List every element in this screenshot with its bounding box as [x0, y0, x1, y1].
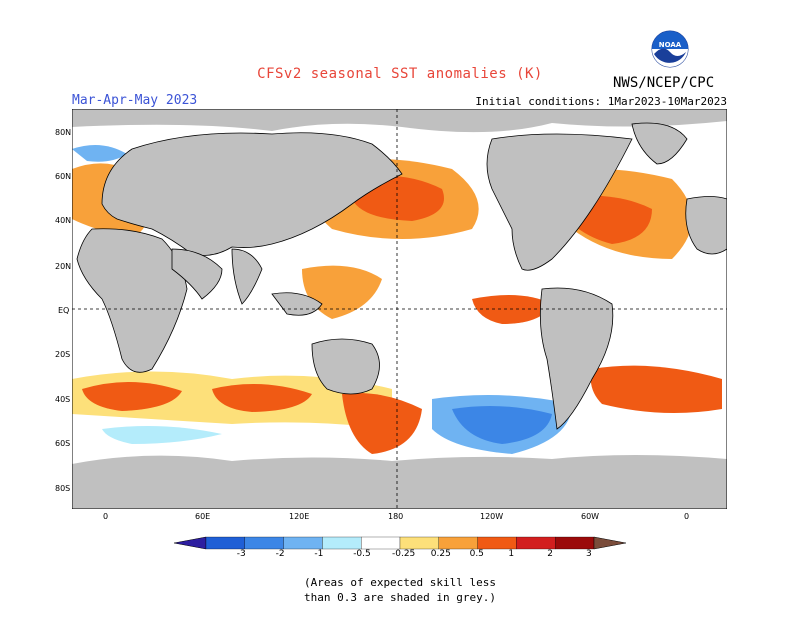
lon-label-120e: 120E [289, 512, 310, 521]
legend-swatch [516, 536, 556, 550]
lat-label-80n: 80N [55, 128, 72, 137]
legend-swatch [283, 536, 323, 550]
legend-tick-label: -0.25 [392, 549, 416, 559]
legend-swatch [438, 536, 478, 550]
season-label: Mar-Apr-May 2023 [72, 93, 198, 108]
legend-arrow-high [593, 536, 626, 550]
lat-label-40n: 40N [55, 216, 72, 225]
legend-swatch [555, 536, 595, 550]
legend-tick-label: -2 [275, 549, 285, 559]
lat-label-eq: EQ [58, 306, 70, 315]
legend-tick-label: 2 [547, 549, 553, 559]
sst-anomaly-map [72, 109, 727, 509]
legend-tick-label: 0.25 [430, 549, 451, 559]
noaa-logo-icon: NOAA [651, 30, 689, 68]
lat-label-60n: 60N [55, 172, 72, 181]
lon-label-120w: 120W [480, 512, 504, 521]
lon-label-0: 0 [103, 512, 109, 521]
lat-label-20n: 20N [55, 262, 72, 271]
legend-swatch [399, 536, 439, 550]
initial-conditions-label: Initial conditions: 1Mar2023-10Mar2023 [475, 95, 727, 108]
lat-label-80s: 80S [55, 484, 71, 493]
logo-text: NOAA [659, 41, 682, 49]
legend-tick-label: -1 [314, 549, 324, 559]
skill-note-line1: (Areas of expected skill less [303, 576, 497, 589]
legend-tick-label: 1 [508, 549, 515, 559]
skill-note-line2: than 0.3 are shaded in grey.) [303, 591, 497, 604]
legend-tick-label: -0.5 [353, 549, 371, 559]
legend-tick-label: 0.5 [469, 549, 484, 559]
legend-tick-label: 3 [586, 549, 592, 559]
legend-swatch [322, 536, 362, 550]
lon-label-60e: 60E [195, 512, 211, 521]
legend-arrow-low [174, 536, 207, 550]
cool-anomaly-regions [72, 145, 572, 454]
lon-label-180: 180 [388, 512, 404, 521]
continents [76, 122, 727, 430]
legend-swatch [205, 536, 245, 550]
color-legend-bar [174, 536, 626, 550]
lon-label-0-east: 0 [684, 512, 690, 521]
map-title: CFSv2 seasonal SST anomalies (K) [257, 66, 543, 82]
lat-label-40s: 40S [55, 395, 71, 404]
legend-swatch [477, 536, 517, 550]
lat-label-60s: 60S [55, 439, 71, 448]
agency-label: NWS/NCEP/CPC [613, 75, 715, 91]
legend-tick-label: -3 [236, 549, 246, 559]
lat-label-20s: 20S [55, 350, 71, 359]
legend-swatch [244, 536, 284, 550]
warm-anomaly-regions [72, 159, 722, 454]
lon-label-60w: 60W [581, 512, 600, 521]
legend-swatch [361, 536, 401, 550]
